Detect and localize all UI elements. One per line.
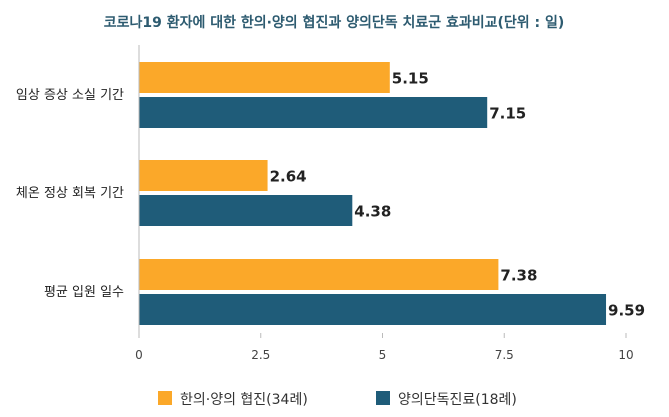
data-label: 7.15 xyxy=(489,105,526,123)
data-label: 2.64 xyxy=(270,168,307,186)
category-label: 임상 증상 소실 기간 xyxy=(16,88,124,103)
legend-swatch xyxy=(376,391,390,405)
x-tick-label: 7.5 xyxy=(495,348,514,362)
bar-integrated xyxy=(139,62,390,93)
bar-integrated xyxy=(139,160,268,191)
bar-western-only xyxy=(139,195,353,226)
data-label: 5.15 xyxy=(392,70,429,88)
x-tick-label: 5 xyxy=(379,348,387,362)
data-label: 7.38 xyxy=(500,267,537,285)
x-tick-label: 2.5 xyxy=(251,348,270,362)
legend-label: 한의·양의 협진(34례) xyxy=(180,392,308,408)
data-label: 9.59 xyxy=(608,302,645,320)
category-label: 체온 정상 회복 기간 xyxy=(16,186,124,201)
bar-integrated xyxy=(139,259,499,290)
x-tick-label: 0 xyxy=(135,348,143,362)
legend: 한의·양의 협진(34례) 양의단독진료(18례) xyxy=(158,391,517,408)
x-tick-label: 10 xyxy=(618,348,633,362)
chart-title: 코로나19 환자에 대한 한의·양의 협진과 양의단독 치료군 효과비교(단위 … xyxy=(104,14,565,31)
legend-swatch xyxy=(158,391,172,405)
data-label: 4.38 xyxy=(354,203,391,221)
legend-label: 양의단독진료(18례) xyxy=(398,392,517,408)
bar-western-only xyxy=(139,294,607,325)
bar-western-only xyxy=(139,97,488,128)
category-label: 평균 입원 일수 xyxy=(44,285,124,300)
